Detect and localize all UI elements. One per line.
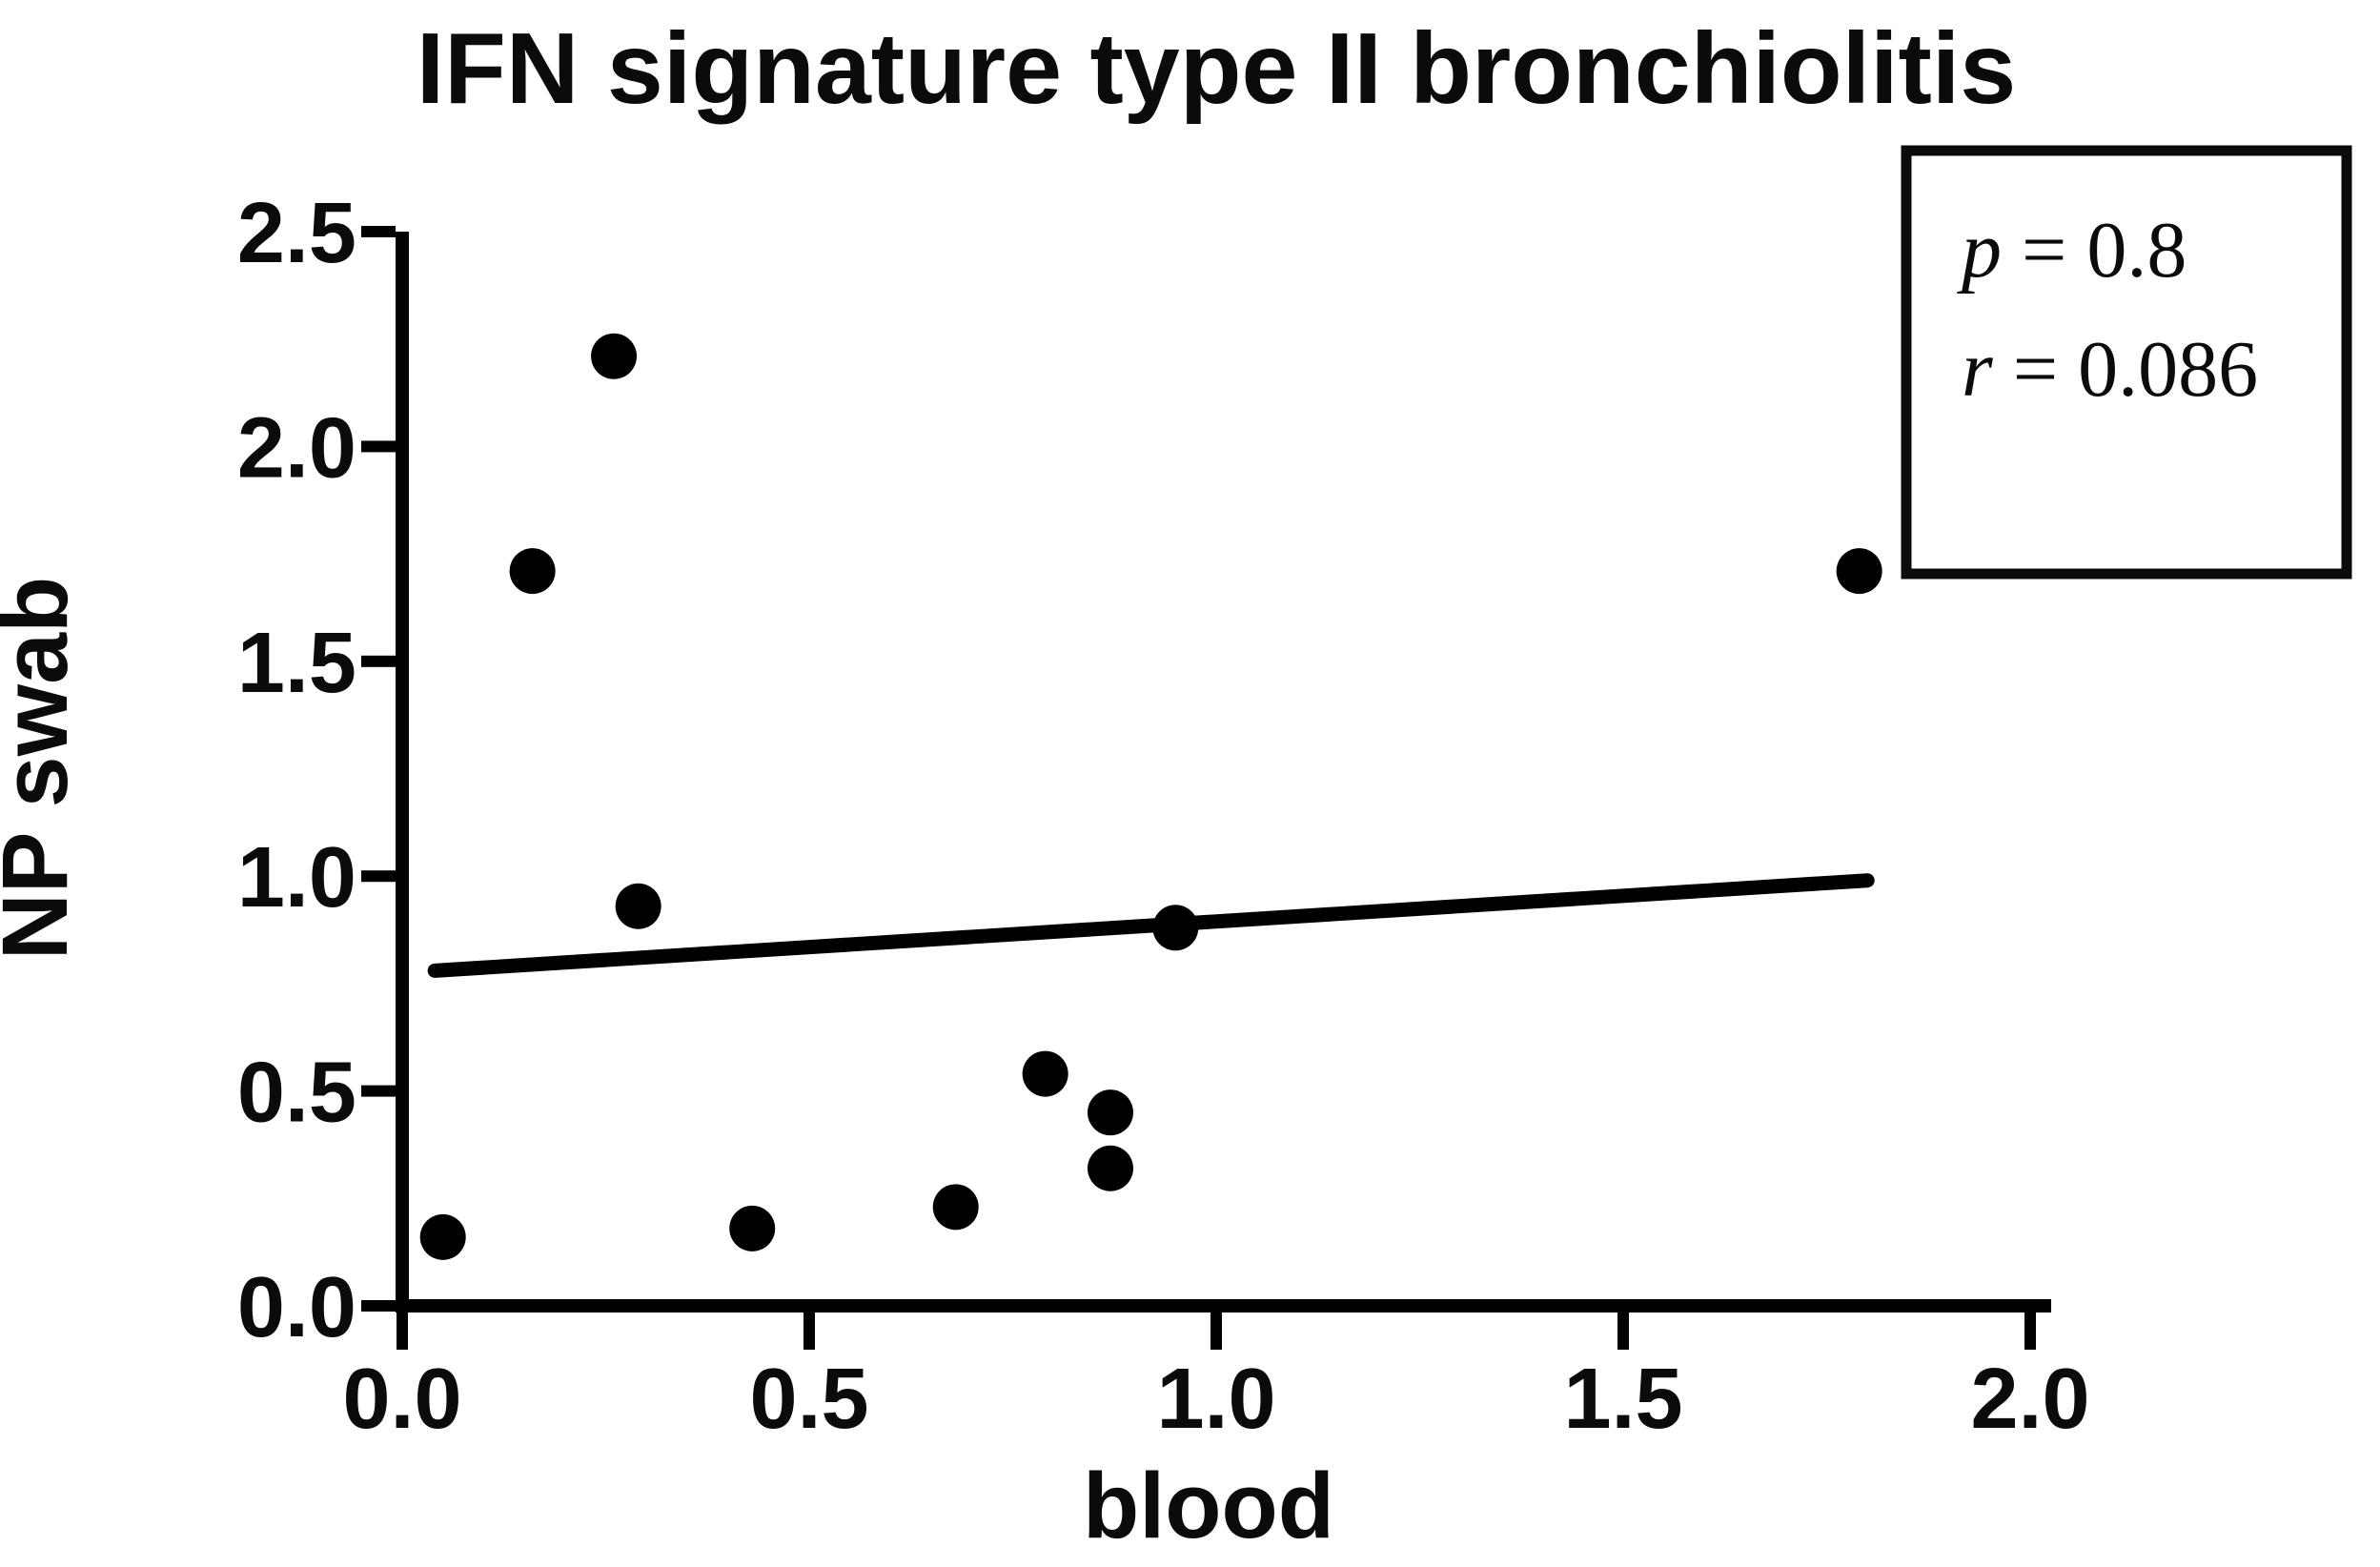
stats-p-text: p = 0.8 [1957, 206, 2187, 295]
data-point [419, 1213, 466, 1260]
y-tick-label: 0.0 [237, 1260, 356, 1355]
stats-p-symbol: p [1957, 206, 2002, 295]
data-point [509, 548, 556, 595]
x-tick-label: 2.0 [1970, 1352, 2089, 1447]
data-point [932, 1184, 979, 1231]
chart-title: IFN signature type II bronchiolitis [417, 12, 2017, 125]
y-tick [361, 440, 396, 453]
data-point [1152, 905, 1199, 951]
x-ticks-group: 0.0 0.5 1.0 1.5 2.0 [342, 1306, 2090, 1447]
x-tick-label: 0.0 [342, 1352, 461, 1447]
y-axis-label: NP swab [0, 577, 87, 961]
y-ticks-group: 0.0 0.5 1.0 1.5 2.0 2.5 [237, 186, 396, 1355]
data-points-group [419, 333, 1882, 1260]
y-axis-line [396, 232, 409, 1313]
x-tick [2024, 1306, 2036, 1350]
stats-box [1901, 145, 2352, 580]
x-axis-label: blood [1083, 1454, 1334, 1557]
x-tick [397, 1306, 408, 1350]
y-tick [361, 1300, 396, 1312]
y-tick [361, 655, 396, 667]
y-tick-label: 1.5 [237, 616, 356, 711]
y-tick [361, 870, 396, 883]
data-point [1022, 1050, 1068, 1097]
x-tick-label: 0.5 [749, 1352, 868, 1447]
x-tick [1617, 1306, 1629, 1350]
axes-group [396, 232, 2051, 1313]
stats-r-symbol: r [1962, 325, 1993, 414]
y-tick [361, 1085, 396, 1097]
data-point [729, 1205, 776, 1252]
stats-r-text: r = 0.086 [1962, 325, 2258, 414]
y-tick-label: 2.5 [237, 186, 356, 281]
data-point [615, 883, 661, 929]
y-tick-label: 0.5 [237, 1046, 356, 1141]
data-point [591, 333, 638, 379]
x-axis-line [396, 1299, 2051, 1313]
x-tick-label: 1.0 [1156, 1352, 1275, 1447]
y-tick-label: 1.0 [237, 830, 356, 926]
x-tick [804, 1306, 815, 1350]
data-point [1087, 1145, 1133, 1191]
data-point [1087, 1089, 1133, 1136]
x-tick [1210, 1306, 1222, 1350]
trend-line [427, 873, 1875, 978]
stats-p-value: = 0.8 [2002, 206, 2187, 295]
stats-r-value: = 0.086 [1993, 325, 2258, 414]
y-tick-label: 2.0 [237, 400, 356, 496]
data-point [1836, 548, 1882, 595]
y-tick [361, 226, 396, 237]
trend-line-group [427, 873, 1875, 978]
x-tick-label: 1.5 [1563, 1352, 1682, 1447]
